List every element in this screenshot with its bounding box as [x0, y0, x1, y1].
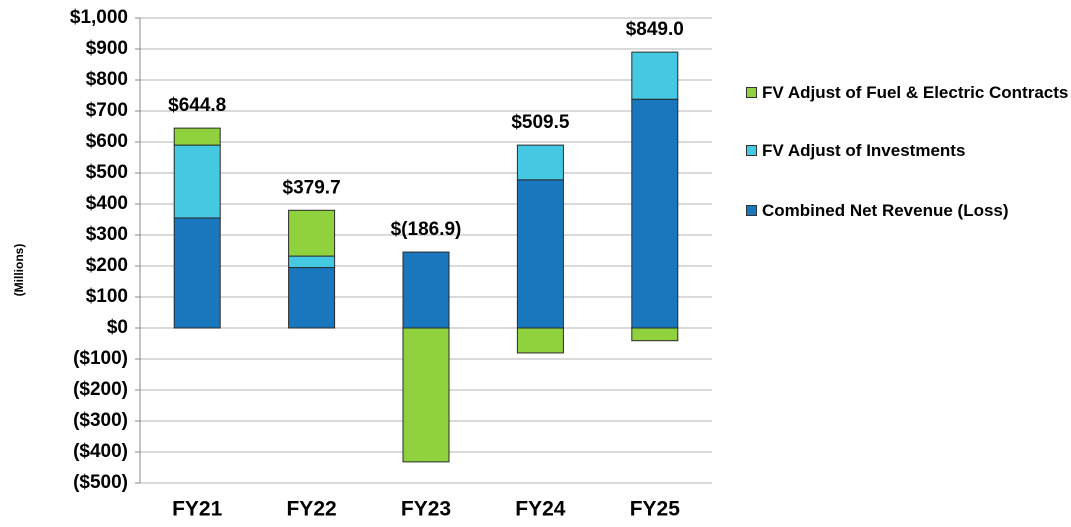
x-tick-label: FY22: [286, 498, 336, 521]
y-tick-label: $600: [86, 131, 128, 152]
y-tick-label: $900: [86, 38, 128, 59]
bar-segment: [173, 217, 221, 329]
y-tick-label: ($200): [73, 379, 128, 400]
y-tick-label: $0: [107, 317, 128, 338]
total-label: $379.7: [283, 177, 341, 198]
bar-segment: [288, 267, 336, 329]
legend-label: FV Adjust of Fuel & Electric Contracts: [762, 83, 1069, 102]
y-tick-label: $100: [86, 286, 128, 307]
bar-segment: [173, 144, 221, 219]
legend-swatch: [746, 145, 757, 156]
legend-label: FV Adjust of Investments: [762, 141, 966, 160]
y-tick-label: ($300): [73, 410, 128, 431]
bar-segment: [288, 209, 336, 257]
y-tick-label: ($400): [73, 441, 128, 462]
y-tick-label: ($500): [73, 472, 128, 493]
legend-item: Combined Net Revenue (Loss): [746, 200, 1071, 221]
y-axis-label: (Millions): [12, 244, 26, 297]
x-tick-label: FY25: [630, 498, 681, 521]
total-label: $849.0: [626, 19, 684, 40]
y-tick-label: $300: [86, 224, 128, 245]
legend-item: FV Adjust of Investments: [746, 140, 1071, 161]
bar-segment: [173, 127, 221, 146]
bar-segment: [516, 327, 564, 354]
x-tick-label: FY21: [172, 498, 223, 521]
bar-segment: [516, 179, 564, 329]
legend-label: Combined Net Revenue (Loss): [762, 201, 1009, 220]
legend-swatch: [746, 87, 757, 98]
bar-segment: [631, 51, 679, 100]
legend-swatch: [746, 205, 757, 216]
bar-segment: [402, 251, 450, 329]
y-tick-label: $800: [86, 69, 128, 90]
bar-segment: [516, 144, 564, 181]
y-tick-label: $700: [86, 100, 128, 121]
y-tick-label: ($100): [73, 348, 128, 369]
total-label: $644.8: [168, 95, 226, 116]
x-tick-label: FY23: [401, 498, 451, 521]
y-tick-label: $500: [86, 162, 128, 183]
y-tick-label: $200: [86, 255, 128, 276]
y-tick-label: $1,000: [70, 7, 128, 28]
x-tick-label: FY24: [515, 498, 566, 521]
bar-segment: [631, 98, 679, 329]
y-tick-label: $400: [86, 193, 128, 214]
bar-segment: [631, 327, 679, 342]
bar-segment: [288, 255, 336, 269]
total-label: $(186.9): [391, 219, 462, 240]
legend-item: FV Adjust of Fuel & Electric Contracts: [746, 82, 1071, 103]
bar-segment: [402, 327, 450, 463]
total-label: $509.5: [511, 112, 570, 133]
